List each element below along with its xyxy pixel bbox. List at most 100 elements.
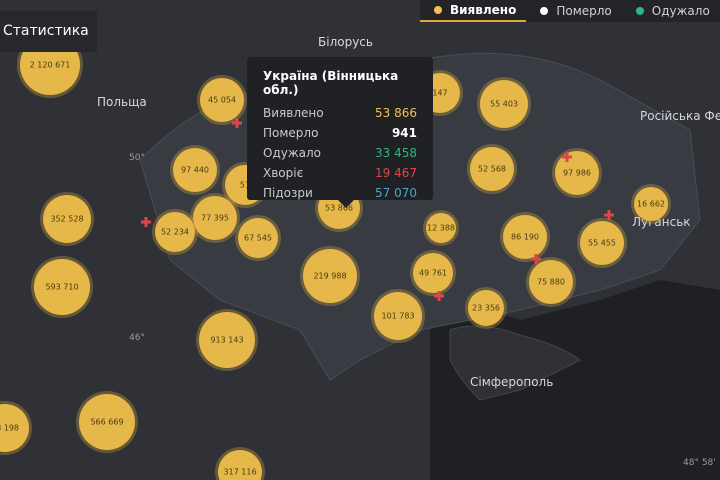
- bubble-label: 593 710: [45, 283, 78, 292]
- region-bubble[interactable]: 317 116: [215, 447, 265, 480]
- hospital-icon: [434, 291, 444, 301]
- bubble-label: 51: [240, 181, 250, 190]
- region-bubble[interactable]: 97 440: [170, 145, 220, 195]
- row-value: 57 070: [375, 186, 417, 200]
- bubble: [0, 404, 29, 452]
- bubble-label: 55 455: [588, 239, 616, 248]
- row-label: Виявлено: [263, 106, 324, 120]
- place-label: Білорусь: [318, 35, 373, 49]
- stats-button[interactable]: Статистика: [0, 11, 97, 52]
- bubble: [43, 195, 91, 243]
- bubble-label: 58 198: [0, 424, 19, 433]
- bubble-label: 67 545: [244, 234, 272, 243]
- tab[interactable]: Виявлено: [420, 0, 527, 22]
- region-bubble[interactable]: 75 880: [526, 257, 576, 307]
- tooltip-title: Україна (Вінницька обл.): [263, 69, 399, 97]
- region-bubble[interactable]: 219 988: [300, 246, 360, 306]
- place-label: Російська Федера: [640, 109, 720, 123]
- bubble-label: 219 988: [313, 272, 346, 281]
- bubble: [480, 80, 528, 128]
- tab-dot: [540, 7, 549, 15]
- region-bubble[interactable]: 86 190: [500, 212, 550, 262]
- region-bubble[interactable]: 52 568: [467, 144, 517, 194]
- row-label: Померло: [263, 126, 319, 140]
- region-bubble[interactable]: 55 455: [577, 218, 627, 268]
- bubble-label: 23 356: [472, 304, 500, 313]
- tooltip-row: Одужало 33 458: [263, 143, 417, 163]
- bubble: [374, 292, 422, 340]
- hospital-icon: [604, 210, 614, 220]
- hospital-icon: [141, 217, 151, 227]
- region-bubble[interactable]: 97 986: [552, 148, 602, 198]
- region-bubble[interactable]: 67 545: [235, 215, 281, 261]
- region-bubble[interactable]: 352 528: [40, 192, 94, 246]
- region-bubble[interactable]: 16 662: [631, 184, 671, 224]
- place-label: Польща: [97, 95, 147, 109]
- row-value: 53 866: [375, 106, 417, 120]
- bubble: [426, 213, 456, 243]
- tab-dot: [434, 6, 442, 14]
- row-value: 33 458: [375, 146, 417, 160]
- row-value: 19 467: [375, 166, 417, 180]
- tab-dot: [635, 7, 644, 15]
- bubble-label: 86 190: [511, 233, 539, 242]
- bubble: [34, 259, 90, 315]
- bubble-label: 55 403: [490, 100, 518, 109]
- crimea: [449, 325, 581, 401]
- bubble-label: 97 986: [563, 169, 591, 178]
- region-bubble[interactable]: 55 403: [477, 77, 531, 131]
- tab-bar: Виявлено Померло Одужало: [420, 0, 720, 22]
- hospital-icon: [562, 152, 572, 162]
- row-value: 941: [391, 126, 417, 140]
- bubble: [580, 221, 624, 265]
- region-bubble[interactable]: 593 710: [31, 256, 93, 318]
- row-label: Підозри: [263, 186, 313, 200]
- region-bubble[interactable]: 566 669: [76, 391, 138, 453]
- tooltip-row: Виявлено 53 866: [263, 103, 417, 123]
- row-label: Одужало: [263, 146, 322, 160]
- coordinate-label: 50°: [129, 153, 145, 163]
- bubble: [468, 290, 504, 326]
- region-bubble[interactable]: 45 054: [197, 75, 247, 125]
- region-bubble[interactable]: 101 783: [371, 289, 425, 343]
- place-label: Сімферополь: [470, 375, 553, 389]
- bubble: [79, 394, 135, 450]
- region-bubble[interactable]: 52 234: [152, 209, 198, 255]
- bubble: [193, 196, 237, 240]
- region-bubble[interactable]: 23 356: [465, 287, 507, 329]
- region-bubble[interactable]: 58 198: [0, 401, 32, 455]
- region-bubble[interactable]: 49 761: [410, 250, 456, 296]
- bubble: [413, 253, 453, 293]
- bubble-label: 45 054: [208, 96, 236, 105]
- coordinate-label: 46°: [129, 333, 145, 343]
- bubble: [155, 212, 195, 252]
- coordinate-label: 48° 58': [683, 458, 716, 468]
- bubble: [218, 450, 262, 480]
- bubble: [199, 312, 255, 368]
- tooltip: Україна (Вінницька обл.) Виявлено 53 866 П…: [247, 57, 433, 200]
- tab[interactable]: Одужало: [622, 0, 720, 22]
- bubble-label: 77 395: [201, 214, 229, 223]
- bubble-label: 52 568: [478, 165, 506, 174]
- bubble-label: 913 143: [210, 336, 243, 345]
- bubble-label: 97 440: [181, 166, 209, 175]
- bubble-label: 317 116: [223, 468, 256, 477]
- hospital-icon: [232, 118, 242, 128]
- bubble-label: 52 234: [161, 228, 189, 237]
- row-label: Хворіє: [263, 166, 304, 180]
- bubble-label: 2 120 671: [30, 61, 71, 70]
- region-bubble[interactable]: 77 395: [190, 193, 240, 243]
- bubble-label: 49 761: [419, 269, 447, 278]
- tab-label: Виявлено: [450, 3, 517, 17]
- region-bubble[interactable]: 913 143: [196, 309, 258, 371]
- bubble: [238, 218, 278, 258]
- tab-label: Одужало: [651, 4, 710, 18]
- tooltip-row: Підозри 57 070: [263, 183, 417, 203]
- bubble-label: 12 388: [427, 224, 455, 233]
- hospital-icon: [531, 254, 541, 264]
- bubble-label: 16 662: [637, 200, 665, 209]
- bubble-label: 147: [432, 89, 447, 98]
- tab[interactable]: Померло: [526, 0, 621, 22]
- region-bubble[interactable]: 12 388: [423, 210, 459, 246]
